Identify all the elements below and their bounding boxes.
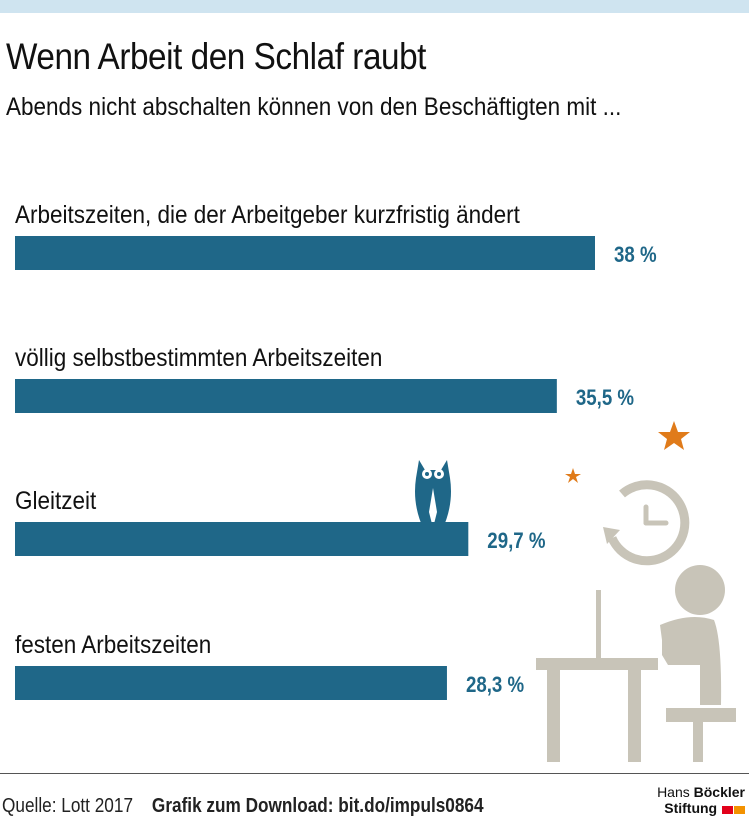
clock-icon [603, 480, 690, 566]
logo-line1-regular: Hans [657, 784, 694, 800]
footer: Quelle: Lott 2017 Grafik zum Download: bi… [2, 795, 484, 818]
value-label: 29,7 % [487, 530, 545, 554]
star-icon [565, 468, 581, 483]
chart-subtitle: Abends nicht abschalten können von den B… [6, 93, 622, 121]
bar [15, 236, 595, 270]
footer-divider [0, 773, 749, 774]
bars: Arbeitszeiten, die der Arbeitgeber kurzf… [15, 201, 657, 700]
top-strip [0, 0, 749, 13]
bar-chart: Arbeitszeiten, die der Arbeitgeber kurzf… [15, 201, 736, 762]
category-label: festen Arbeitszeiten [15, 631, 211, 659]
bar [15, 379, 557, 413]
chart-title: Wenn Arbeit den Schlaf raubt [6, 36, 426, 77]
hans-boeckler-logo: Hans Böckler Stiftung [657, 784, 745, 817]
value-label: 28,3 % [466, 674, 524, 698]
source-text: Quelle: Lott 2017 [2, 795, 134, 817]
logo-line2-bold: Stiftung [664, 800, 718, 816]
download-link[interactable]: Grafik zum Download: bit.do/impuls0864 [151, 795, 484, 817]
logo-line1-bold: Böckler [693, 784, 745, 800]
bar [15, 522, 469, 556]
category-label: Arbeitszeiten, die der Arbeitgeber kurzf… [15, 201, 520, 229]
star-icon [658, 421, 690, 450]
category-label: völlig selbstbestimmten Arbeitszeiten [15, 344, 382, 372]
category-label: Gleitzeit [15, 487, 97, 515]
bar [15, 666, 447, 700]
person-at-desk-icon [536, 565, 736, 762]
owl-icon [415, 460, 451, 530]
value-label: 38 % [614, 244, 657, 268]
logo-mark-icon [721, 801, 745, 817]
value-label: 35,5 % [576, 387, 634, 411]
